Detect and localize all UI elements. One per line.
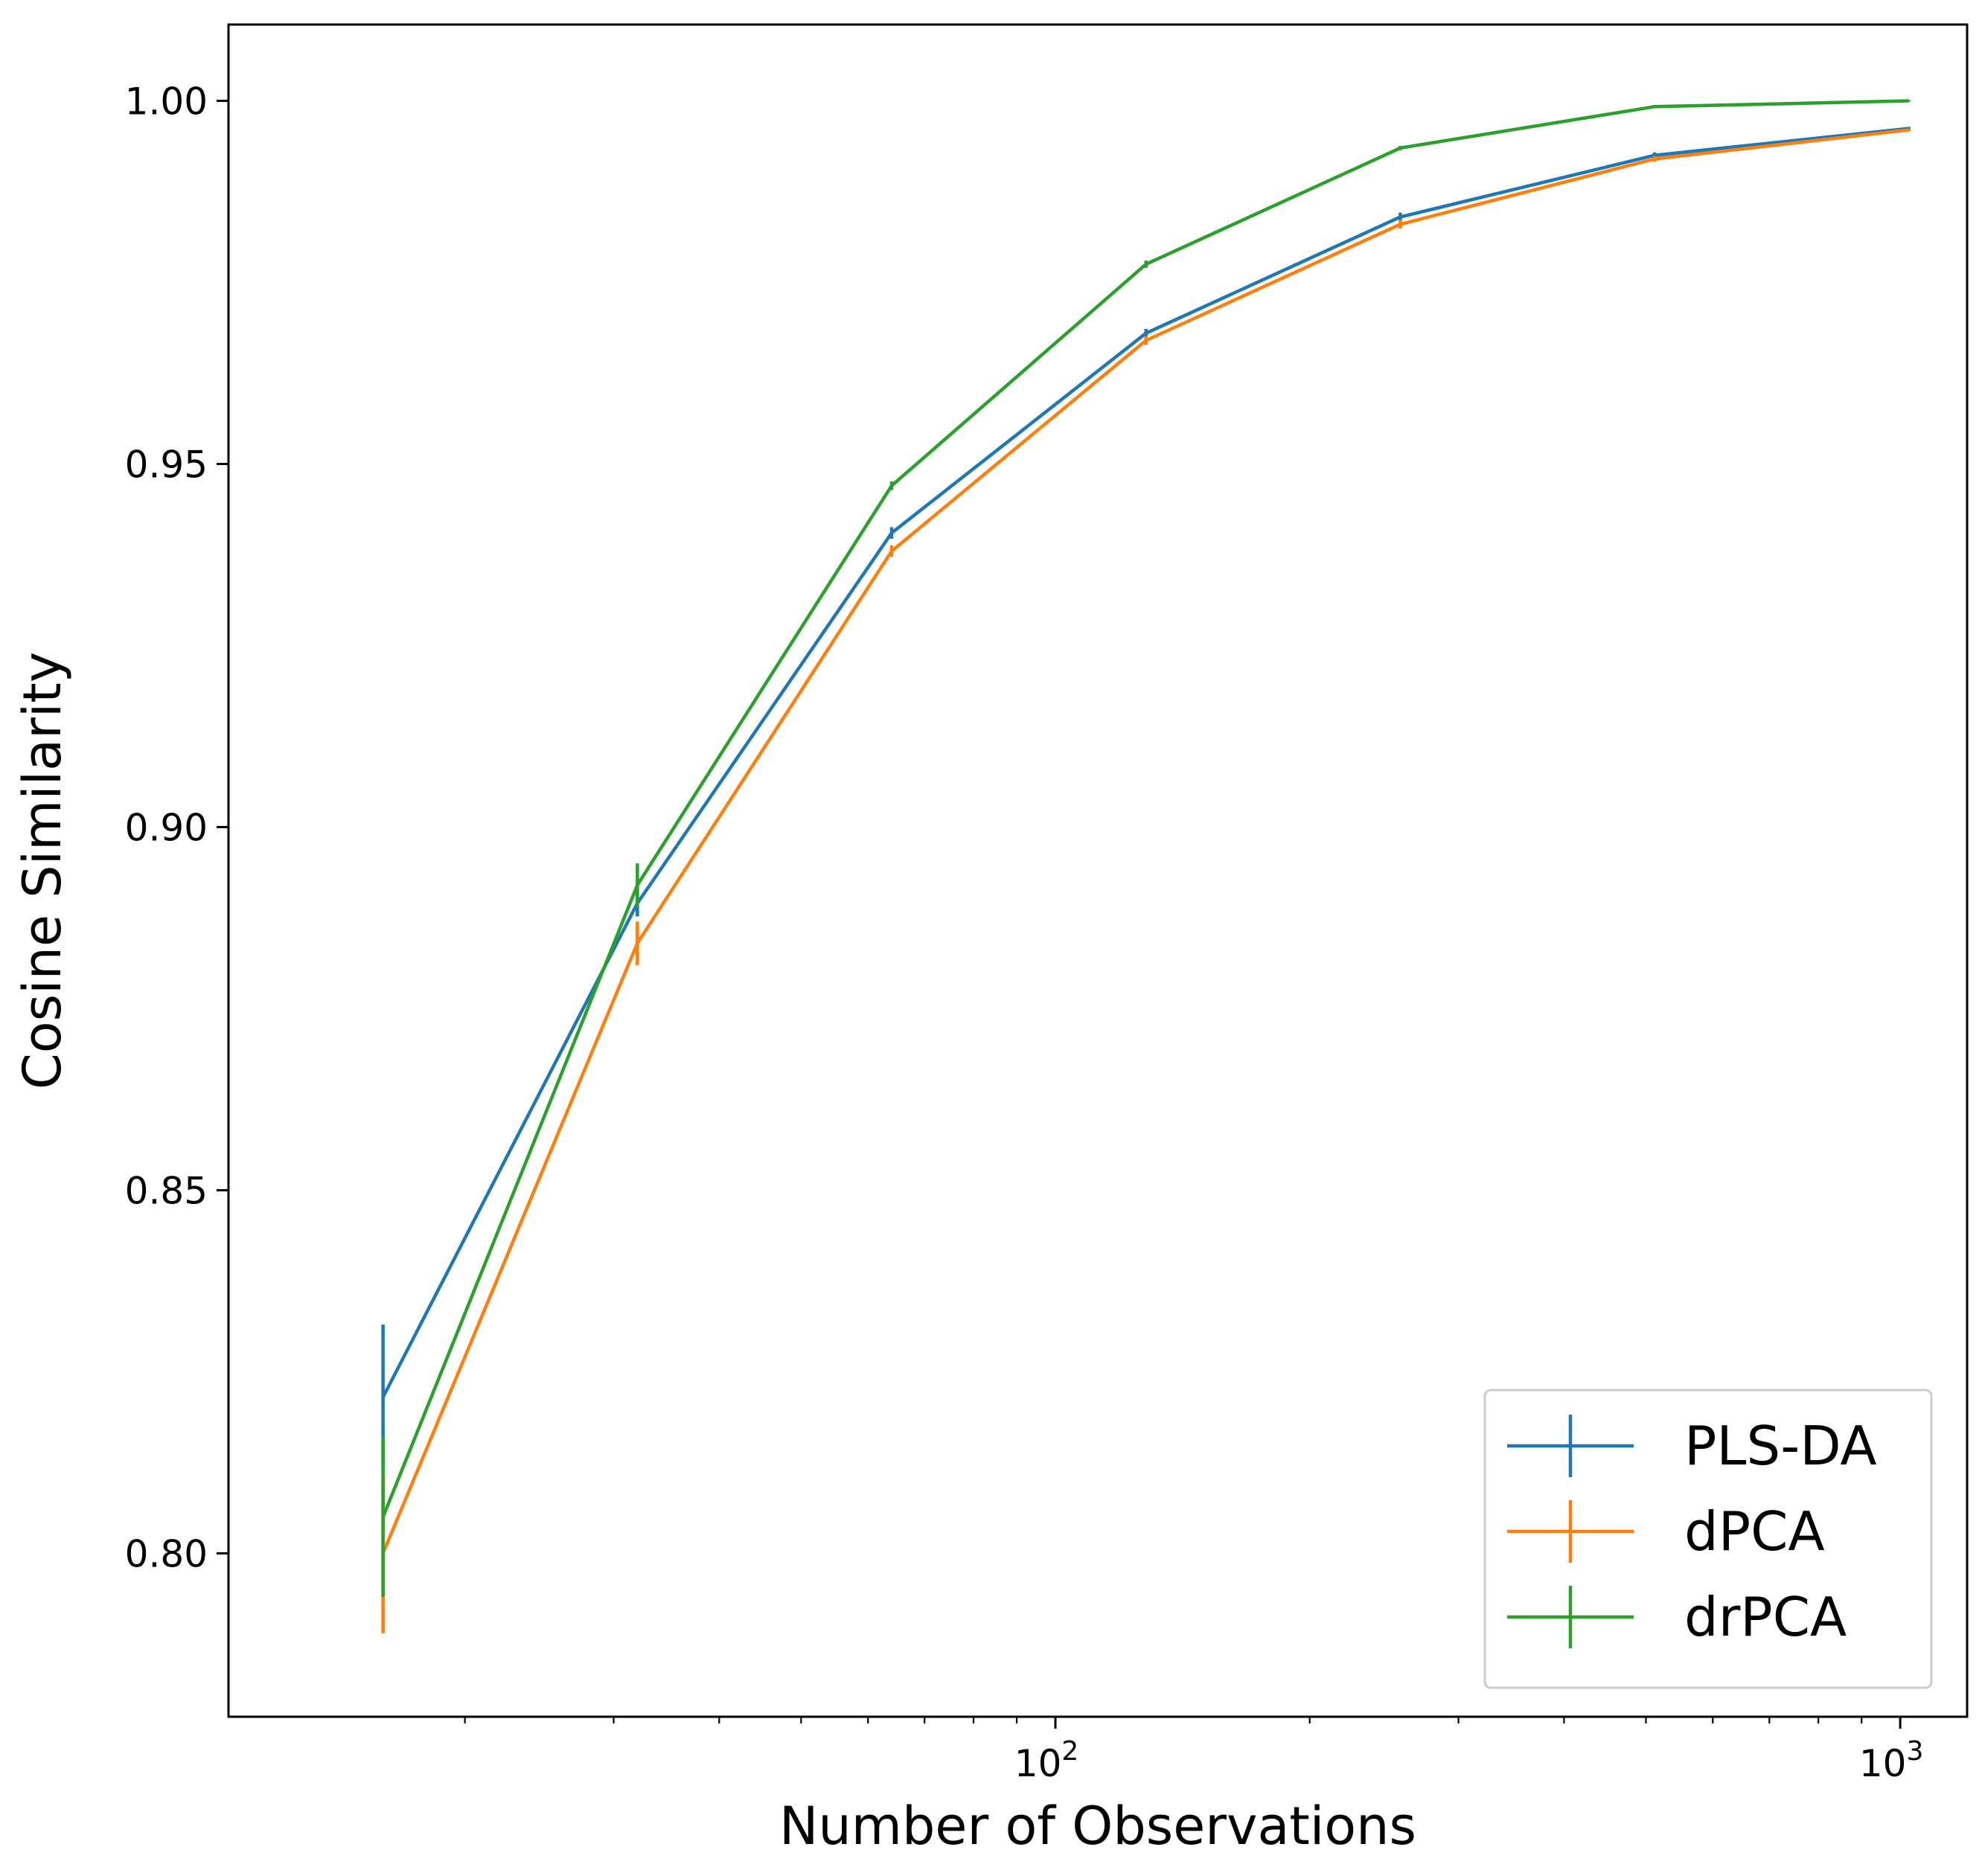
legend: PLS-DA dPCA drPCA <box>1483 1389 1933 1689</box>
x-axis-title: Number of Observations <box>779 1796 1416 1857</box>
series-layer <box>381 99 1911 1633</box>
legend-label: PLS-DA <box>1684 1415 1877 1477</box>
y-axis-title: Cosine Similarity <box>12 652 73 1089</box>
y-tick-label: 0.95 <box>125 443 208 486</box>
legend-item-drpca: drPCA <box>1507 1586 1847 1648</box>
x-tick-label: 102 <box>1014 1736 1079 1785</box>
plot-frame <box>227 23 1969 1718</box>
legend-label: drPCA <box>1684 1586 1847 1648</box>
legend-items: PLS-DA dPCA drPCA <box>1507 1415 1877 1648</box>
legend-item-pls-da: PLS-DA <box>1507 1415 1877 1477</box>
legend-item-dpca: dPCA <box>1507 1500 1825 1563</box>
legend-box <box>1483 1389 1933 1689</box>
y-tick-label: 1.00 <box>125 80 208 123</box>
y-tick-label: 0.80 <box>125 1532 208 1575</box>
x-tick-label: 103 <box>1859 1736 1924 1785</box>
series-drpca <box>381 99 1911 1597</box>
legend-label: dPCA <box>1684 1500 1825 1563</box>
y-tick-label: 0.90 <box>125 806 208 849</box>
y-tick-label: 0.85 <box>125 1169 208 1212</box>
ticks-layer: 0.80 0.85 0.90 0.95 1.00 102 103 <box>125 80 1924 1785</box>
